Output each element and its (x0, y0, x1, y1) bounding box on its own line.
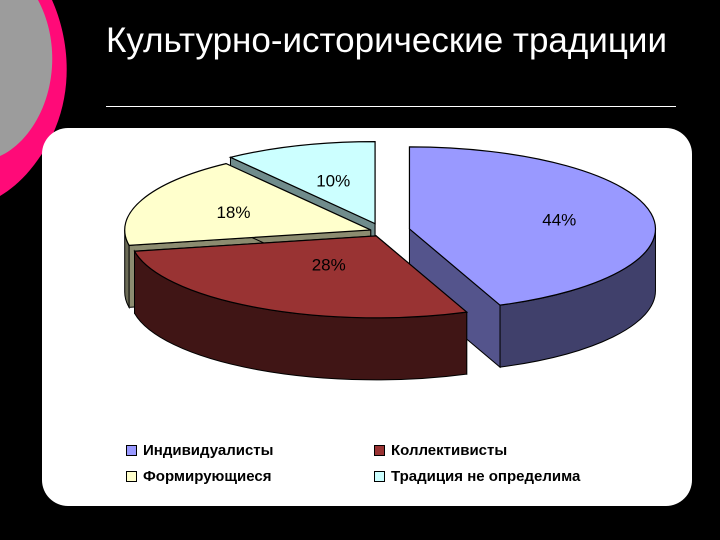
pie-value-label: 10% (316, 172, 350, 191)
legend-swatch (126, 445, 137, 456)
legend-item-collectivists: Коллективисты (374, 442, 507, 459)
chart-legend: Индивидуалисты Коллективисты Формирующие… (126, 438, 626, 490)
legend-label: Традиция не определима (391, 468, 581, 485)
legend-swatch (374, 471, 385, 482)
legend-swatch (374, 445, 385, 456)
pie-slice-1 (133, 235, 469, 319)
legend-label: Коллективисты (391, 442, 508, 459)
title-divider (106, 106, 676, 107)
legend-item-forming: Формирующиеся (126, 468, 271, 485)
slide-decoration (0, 0, 67, 196)
pie-slice-2 (124, 163, 371, 246)
pie-value-label: 28% (312, 256, 346, 275)
pie-slice-0 (408, 146, 657, 306)
legend-item-undetermined: Традиция не определима (374, 468, 580, 485)
pie-chart: 44% 28% 18% 10% (124, 141, 657, 381)
legend-label: Индивидуалисты (143, 442, 274, 459)
legend-label: Формирующиеся (143, 468, 272, 485)
legend-item-individualists: Индивидуалисты (126, 442, 273, 459)
legend-swatch (126, 471, 137, 482)
chart-panel: 44% 28% 18% 10% Индивидуалисты Коллективист… (42, 128, 692, 506)
slide-title: Культурно-исторические традиции (106, 21, 667, 60)
pie-value-label: 44% (542, 210, 576, 229)
pie-value-label: 18% (216, 203, 250, 222)
gray-arc-decoration (0, 0, 53, 156)
pie-slice-3 (228, 141, 376, 225)
